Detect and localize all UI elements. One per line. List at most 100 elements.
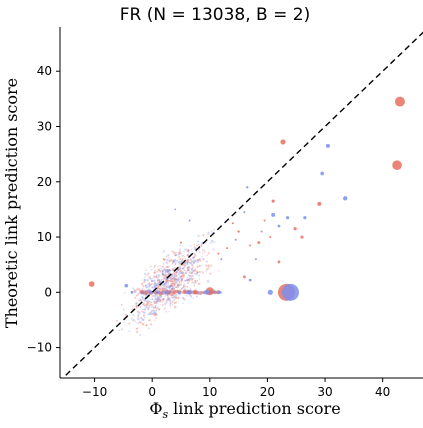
cloud-point	[175, 280, 178, 284]
cloud-point	[147, 288, 150, 290]
cloud-point	[172, 280, 174, 283]
cloud-point	[166, 286, 168, 288]
cloud-point	[172, 296, 175, 299]
cloud-point	[132, 319, 135, 321]
cloud-point	[144, 278, 147, 282]
cloud-point	[182, 267, 185, 269]
cloud-point	[155, 284, 158, 287]
cloud-point	[175, 271, 178, 274]
cloud-point	[151, 277, 153, 280]
cloud-point	[197, 240, 200, 243]
data-point-blue	[246, 186, 249, 189]
cloud-point	[183, 283, 186, 285]
y-axis-label-text: Theoretic link prediction score	[2, 78, 21, 328]
cloud-point	[122, 308, 125, 311]
cloud-point	[149, 277, 152, 280]
cloud-point	[212, 248, 215, 251]
cloud-point	[213, 229, 216, 231]
cloud-point	[193, 256, 196, 259]
cloud-point	[162, 297, 165, 300]
cloud-point	[200, 244, 203, 247]
cloud-point	[211, 231, 213, 234]
cloud-point	[164, 302, 167, 306]
cloud-point	[166, 285, 169, 289]
cloud-point	[161, 275, 163, 277]
zero-band-point	[143, 291, 147, 295]
cloud-point	[194, 268, 197, 271]
cloud-point	[158, 281, 161, 285]
cloud-point	[161, 270, 164, 273]
cloud-point	[167, 269, 170, 272]
data-point-blue	[277, 224, 281, 228]
cloud-point	[205, 264, 208, 267]
identity-line	[61, 31, 423, 378]
cloud-point	[166, 270, 169, 273]
cloud-point	[174, 264, 177, 266]
cloud-point	[181, 288, 183, 290]
cloud-point	[174, 262, 177, 265]
cloud-point	[193, 269, 196, 272]
cloud-point	[174, 282, 177, 284]
cloud-point	[201, 271, 204, 274]
cloud-point	[171, 260, 175, 263]
cloud-point	[176, 279, 179, 282]
cloud-point	[186, 278, 189, 282]
cloud-point	[161, 287, 164, 290]
zero-band-point	[160, 292, 164, 295]
cloud-point	[186, 285, 189, 288]
cloud-point	[186, 279, 189, 282]
cloud-point	[198, 258, 201, 261]
cloud-point	[162, 298, 165, 301]
cloud-point	[179, 277, 182, 279]
cloud-point	[196, 260, 199, 263]
cloud-point	[150, 303, 153, 307]
cloud-point	[175, 278, 177, 281]
cloud-point	[160, 295, 163, 297]
cloud-point	[140, 321, 143, 324]
cloud-point	[186, 266, 189, 269]
cloud-point	[166, 294, 169, 297]
cloud-point	[196, 270, 199, 273]
cloud-point	[168, 260, 171, 263]
cloud-point	[161, 284, 164, 287]
cloud-point	[189, 258, 192, 261]
cloud-point	[191, 266, 194, 269]
cloud-point	[196, 258, 200, 261]
cloud-point	[172, 276, 175, 279]
cloud-point	[135, 302, 138, 305]
cloud-point	[157, 300, 159, 302]
cloud-point	[155, 317, 158, 319]
cloud-point	[194, 269, 196, 272]
cloud-point	[182, 275, 185, 278]
cloud-point	[198, 258, 201, 261]
cloud-point	[187, 268, 190, 272]
cloud-point	[159, 298, 162, 301]
cloud-point	[172, 259, 175, 262]
cloud-point	[173, 276, 176, 279]
cloud-point	[187, 278, 189, 281]
cloud-point	[174, 295, 177, 299]
cloud-point	[184, 265, 186, 267]
cloud-point	[149, 312, 152, 316]
cloud-point	[190, 278, 194, 281]
cloud-point	[156, 283, 158, 285]
cloud-point	[196, 272, 199, 274]
cloud-point	[173, 274, 176, 277]
cloud-point	[135, 302, 138, 305]
cloud-point	[177, 286, 179, 288]
cloud-point	[169, 277, 172, 280]
cloud-point	[173, 282, 175, 284]
cloud-point	[186, 295, 188, 297]
cloud-point	[194, 279, 197, 282]
cloud-point	[171, 275, 174, 278]
cloud-point	[187, 265, 190, 267]
cloud-point	[152, 279, 156, 283]
cloud-point	[174, 266, 176, 269]
cloud-point	[167, 265, 170, 268]
cloud-point	[148, 285, 151, 288]
data-point-red	[263, 219, 266, 222]
cloud-point	[178, 276, 181, 278]
cloud-point	[153, 275, 156, 278]
cloud-point	[182, 285, 185, 287]
cloud-point	[179, 258, 182, 260]
